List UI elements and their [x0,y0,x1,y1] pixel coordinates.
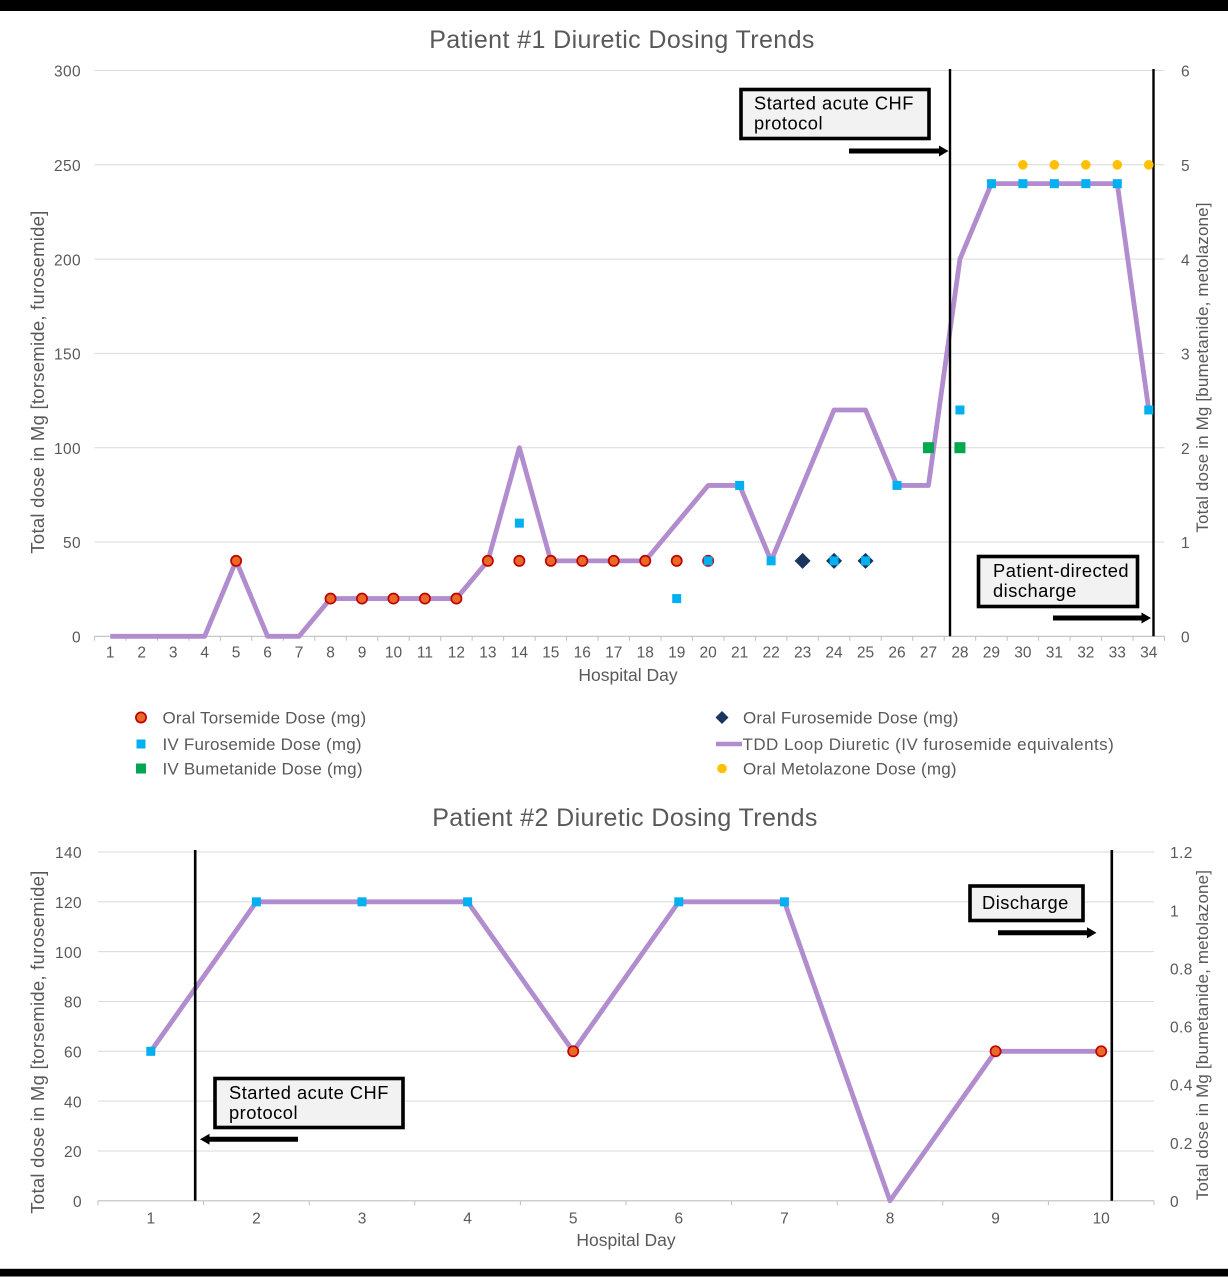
svg-text:Hospital Day: Hospital Day [578,665,677,685]
svg-text:Total dose in Mg [torsemide, f: Total dose in Mg [torsemide, furosemide] [27,870,48,1213]
svg-text:11: 11 [417,645,433,662]
svg-text:150: 150 [54,347,81,364]
svg-text:protocol: protocol [229,1102,298,1123]
svg-text:1: 1 [1181,535,1190,552]
svg-text:19: 19 [668,645,685,662]
svg-text:7: 7 [295,645,304,662]
svg-text:8: 8 [326,645,335,662]
svg-text:33: 33 [1109,645,1126,662]
svg-text:IV Furosemide Dose (mg): IV Furosemide Dose (mg) [163,735,362,754]
svg-text:200: 200 [54,252,81,269]
svg-text:10: 10 [1093,1211,1111,1228]
svg-text:21: 21 [731,645,748,662]
svg-text:0: 0 [73,1194,82,1211]
svg-text:Started acute CHF: Started acute CHF [754,93,914,114]
svg-text:5: 5 [1181,158,1190,175]
svg-text:Patient #2 Diuretic Dosing Tre: Patient #2 Diuretic Dosing Trends [432,804,818,832]
svg-text:0.8: 0.8 [1170,961,1193,978]
svg-text:300: 300 [54,64,81,81]
svg-text:10: 10 [385,645,403,662]
svg-text:18: 18 [637,645,654,662]
svg-text:2: 2 [252,1211,261,1228]
svg-text:14: 14 [511,645,529,662]
svg-text:Total dose in Mg [bumetanide,: Total dose in Mg [bumetanide, metolazone… [1193,202,1212,532]
svg-text:28: 28 [951,645,968,662]
svg-text:protocol: protocol [754,113,823,134]
svg-text:6: 6 [263,645,272,662]
svg-text:4: 4 [1181,252,1190,269]
svg-text:Oral Torsemide Dose (mg): Oral Torsemide Dose (mg) [163,709,367,728]
svg-text:3: 3 [358,1211,367,1228]
svg-text:Patient-directed: Patient-directed [993,560,1129,581]
svg-text:9: 9 [358,645,367,662]
svg-text:Total dose in Mg [torsemide, f: Total dose in Mg [torsemide, furosemide] [27,210,48,553]
svg-text:34: 34 [1140,645,1158,662]
svg-text:17: 17 [605,645,622,662]
svg-text:24: 24 [825,645,843,662]
svg-text:Started acute CHF: Started acute CHF [229,1082,389,1103]
svg-text:31: 31 [1046,645,1063,662]
svg-text:0.2: 0.2 [1170,1136,1193,1153]
svg-text:30: 30 [1014,645,1032,662]
svg-text:7: 7 [780,1211,789,1228]
svg-text:12: 12 [448,645,465,662]
svg-text:15: 15 [542,645,559,662]
svg-text:4: 4 [200,645,209,662]
svg-text:0.6: 0.6 [1170,1020,1193,1037]
svg-text:20: 20 [700,645,718,662]
svg-text:discharge: discharge [993,580,1077,601]
svg-text:1: 1 [1170,903,1179,920]
svg-text:5: 5 [232,645,241,662]
svg-text:Oral Metolazone Dose (mg): Oral Metolazone Dose (mg) [743,760,957,779]
svg-text:Patient #1 Diuretic Dosing Tre: Patient #1 Diuretic Dosing Trends [429,26,815,54]
svg-text:40: 40 [64,1094,82,1111]
svg-text:250: 250 [54,158,81,175]
svg-text:Discharge: Discharge [982,892,1069,913]
svg-text:100: 100 [54,441,81,458]
svg-text:6: 6 [674,1211,683,1228]
svg-text:3: 3 [169,645,178,662]
svg-text:2: 2 [137,645,146,662]
svg-text:6: 6 [1181,64,1190,81]
svg-text:1: 1 [106,645,115,662]
svg-text:22: 22 [762,645,779,662]
svg-text:26: 26 [888,645,905,662]
svg-text:120: 120 [55,895,82,912]
svg-text:27: 27 [920,645,937,662]
svg-text:25: 25 [857,645,874,662]
svg-text:50: 50 [63,535,81,552]
svg-text:0: 0 [72,630,81,647]
svg-text:Hospital Day: Hospital Day [576,1230,675,1250]
svg-text:4: 4 [463,1211,472,1228]
svg-text:5: 5 [569,1211,578,1228]
svg-text:32: 32 [1077,645,1094,662]
svg-text:TDD Loop Diuretic (IV furosemi: TDD Loop Diuretic (IV furosemide equival… [743,735,1115,754]
svg-text:2: 2 [1181,441,1190,458]
svg-text:29: 29 [983,645,1000,662]
svg-text:1: 1 [146,1211,155,1228]
svg-text:20: 20 [64,1144,82,1161]
svg-text:3: 3 [1181,347,1190,364]
svg-text:8: 8 [886,1211,895,1228]
svg-text:13: 13 [479,645,496,662]
svg-text:1.2: 1.2 [1170,845,1193,862]
svg-text:Oral Furosemide Dose (mg): Oral Furosemide Dose (mg) [743,709,959,728]
svg-text:0: 0 [1181,630,1190,647]
svg-text:16: 16 [574,645,591,662]
svg-text:100: 100 [55,945,82,962]
svg-text:140: 140 [55,845,82,862]
svg-text:Total dose in Mg [bumetanide,: Total dose in Mg [bumetanide, metolazone… [1193,870,1212,1200]
svg-text:80: 80 [64,995,82,1012]
svg-text:60: 60 [64,1045,82,1062]
svg-text:0: 0 [1170,1194,1179,1211]
svg-text:23: 23 [794,645,811,662]
svg-text:9: 9 [991,1211,1000,1228]
svg-text:IV Bumetanide Dose (mg): IV Bumetanide Dose (mg) [163,760,363,779]
svg-text:0.4: 0.4 [1170,1078,1193,1095]
